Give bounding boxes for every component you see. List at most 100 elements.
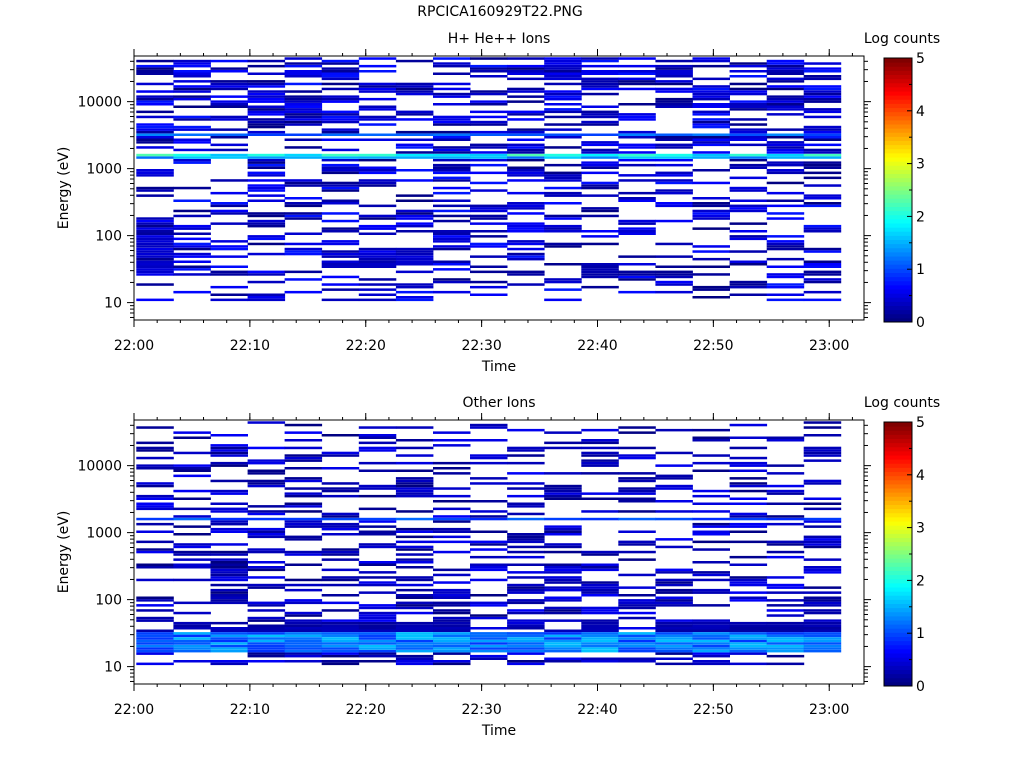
x-axis-label: Time bbox=[481, 359, 516, 375]
heatmap-cell bbox=[358, 530, 397, 533]
heatmap-cell bbox=[692, 588, 730, 592]
heatmap-cell bbox=[544, 581, 582, 584]
heatmap-cell bbox=[210, 153, 248, 157]
heatmap-cell bbox=[395, 588, 434, 592]
heatmap-cell bbox=[766, 77, 805, 81]
heatmap-cell bbox=[470, 517, 508, 521]
heatmap-cell bbox=[210, 507, 248, 511]
heatmap-cell bbox=[581, 629, 619, 632]
heatmap-cell bbox=[766, 156, 805, 159]
heatmap-cell bbox=[766, 199, 805, 202]
heatmap-cell bbox=[618, 477, 656, 480]
heatmap-cell bbox=[692, 85, 730, 88]
heatmap-cell bbox=[655, 133, 693, 136]
heatmap-cell bbox=[358, 494, 397, 498]
heatmap-cell bbox=[210, 591, 248, 594]
x-tick-label: 22:30 bbox=[461, 338, 501, 354]
heatmap-cell bbox=[803, 270, 842, 274]
heatmap-cell bbox=[729, 82, 768, 86]
heatmap-cell bbox=[173, 224, 211, 228]
heatmap-cell bbox=[210, 568, 248, 572]
heatmap-cell bbox=[729, 199, 768, 202]
heatmap-cell bbox=[136, 604, 174, 607]
heatmap-cell bbox=[395, 87, 434, 91]
heatmap-cell bbox=[284, 118, 323, 121]
heatmap-cell bbox=[210, 240, 248, 243]
heatmap-cell bbox=[803, 92, 842, 96]
heatmap-cell bbox=[136, 647, 174, 650]
heatmap-cell bbox=[173, 644, 211, 648]
heatmap-cell bbox=[618, 543, 656, 546]
heatmap-cell bbox=[247, 548, 286, 551]
heatmap-cell bbox=[507, 639, 545, 643]
heatmap-cell bbox=[136, 446, 174, 450]
heatmap-cell bbox=[692, 454, 730, 457]
heatmap-cell bbox=[284, 639, 323, 643]
colorbar-step bbox=[884, 82, 912, 88]
colorbar-step bbox=[884, 111, 912, 117]
heatmap-cell bbox=[284, 494, 323, 498]
heatmap-cell bbox=[544, 576, 582, 579]
heatmap-cell bbox=[544, 280, 582, 284]
heatmap-cell bbox=[321, 230, 360, 233]
heatmap-cell bbox=[655, 103, 693, 106]
heatmap-cell bbox=[433, 290, 471, 294]
heatmap-cell bbox=[210, 573, 248, 577]
heatmap-cell bbox=[692, 212, 730, 215]
heatmap-cell bbox=[433, 166, 471, 169]
heatmap-cell bbox=[173, 545, 211, 549]
heatmap-cell bbox=[321, 642, 360, 645]
heatmap-cell bbox=[581, 161, 619, 164]
heatmap-cell bbox=[544, 533, 582, 536]
heatmap-cell bbox=[470, 423, 508, 427]
heatmap-cell bbox=[470, 103, 508, 106]
heatmap-cell bbox=[729, 540, 768, 544]
heatmap-cell bbox=[692, 57, 730, 60]
heatmap-cell bbox=[655, 290, 693, 294]
heatmap-cell bbox=[321, 97, 360, 101]
heatmap-cell bbox=[136, 247, 174, 251]
heatmap-cell bbox=[433, 627, 471, 630]
panel-h-ions: 22:00 22:10 22:20 22:30 22:40 22:50 23:0010100… bbox=[56, 31, 940, 375]
heatmap-cell bbox=[692, 133, 730, 136]
heatmap-cell bbox=[358, 461, 397, 465]
heatmap-cell bbox=[729, 477, 768, 480]
heatmap-cell bbox=[729, 166, 768, 169]
heatmap-cell bbox=[358, 571, 397, 574]
heatmap-cell bbox=[544, 634, 582, 638]
heatmap-cell bbox=[544, 191, 582, 195]
colorbar-step bbox=[884, 264, 912, 269]
heatmap-cell bbox=[803, 171, 842, 175]
heatmap-cell bbox=[507, 171, 545, 175]
colorbar-step bbox=[884, 611, 912, 617]
heatmap-cell bbox=[544, 278, 582, 281]
heatmap-cell bbox=[766, 257, 805, 261]
heatmap-cell bbox=[581, 439, 619, 442]
colorbar-step bbox=[884, 599, 912, 605]
heatmap-cell bbox=[433, 133, 471, 136]
y-tick-label: 10000 bbox=[77, 459, 122, 475]
page-title: RPCICA160929T22.PNG bbox=[417, 4, 583, 20]
heatmap-cell bbox=[321, 62, 360, 65]
heatmap-cell bbox=[507, 624, 545, 627]
colorbar-step bbox=[884, 251, 912, 257]
heatmap-cell bbox=[210, 80, 248, 83]
heatmap-cell bbox=[433, 163, 471, 167]
heatmap-cell bbox=[766, 62, 805, 65]
heatmap-cell bbox=[655, 624, 693, 627]
heatmap-cell bbox=[544, 62, 582, 65]
heatmap-cell bbox=[803, 566, 842, 569]
heatmap-cell bbox=[507, 242, 545, 246]
heatmap-cell bbox=[247, 123, 286, 126]
heatmap-cell bbox=[210, 576, 248, 579]
heatmap-cell bbox=[766, 662, 805, 666]
heatmap-cell bbox=[321, 548, 360, 551]
heatmap-cell bbox=[210, 270, 248, 274]
heatmap-cell bbox=[395, 179, 434, 182]
heatmap-cell bbox=[618, 558, 656, 561]
heatmap-cell bbox=[210, 222, 248, 225]
heatmap-cell bbox=[581, 611, 619, 615]
heatmap-cell bbox=[358, 255, 397, 258]
